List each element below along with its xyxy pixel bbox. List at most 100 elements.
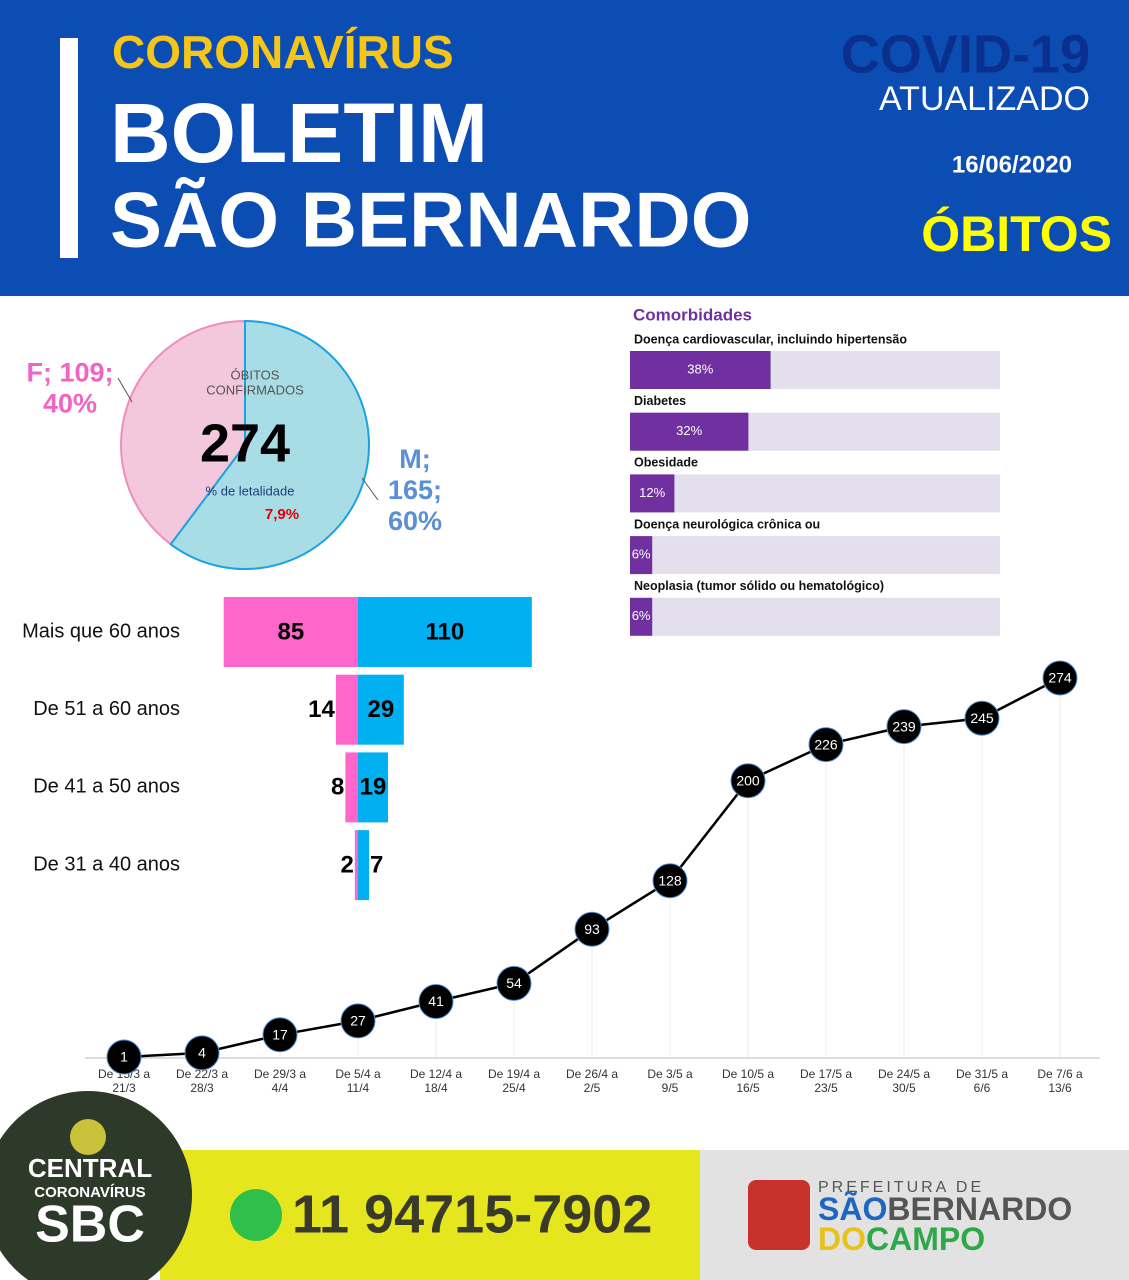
city: DO [818, 1221, 866, 1257]
logo-virus [70, 1119, 106, 1155]
badge: COVID-19 [841, 24, 1090, 84]
x-tick-label: De 3/5 a 9/5 [647, 1067, 693, 1095]
badge: ATUALIZADO [879, 80, 1090, 118]
marker [886, 709, 922, 745]
x-tick-label: De 26/4 a 2/5 [566, 1067, 618, 1095]
point-label: 4 [198, 1045, 206, 1061]
age-value: 14 [308, 696, 335, 723]
point-label: 54 [506, 975, 522, 991]
x-tick-label: De 10/5 a 16/5 [722, 1067, 774, 1095]
marker [808, 727, 844, 763]
pref: PREFEITURA DE [818, 1179, 984, 1196]
title: SÃO BERNARDO [110, 176, 751, 264]
pie-label: F; 109; 40% [26, 358, 113, 419]
age-label: Mais que 60 anos [22, 620, 180, 642]
comorb-bar [630, 536, 653, 575]
age-label: De 51 a 60 anos [33, 698, 180, 720]
pie-slice [120, 319, 246, 546]
comorb-bar [630, 412, 749, 451]
total: 274 [200, 413, 290, 473]
marker [496, 965, 532, 1001]
age-value: 2 [340, 851, 353, 878]
age-label: De 41 a 50 anos [33, 776, 180, 798]
city: BERNARDO [887, 1191, 1072, 1227]
point-label: 226 [814, 736, 838, 752]
comorb-value: 6% [632, 547, 651, 562]
age-value: 29 [368, 696, 395, 723]
comorb-bar [630, 474, 675, 513]
logo-text: CORONAVÍRUS [34, 1184, 145, 1201]
marker [964, 700, 1000, 736]
age-bar [358, 752, 389, 823]
age-value: 19 [360, 774, 387, 801]
age-value: 8 [331, 774, 344, 801]
comorb-track [630, 536, 1000, 575]
city: SÃOBERNARDO [818, 1191, 1072, 1227]
lethality-title: % de letalidade [206, 483, 295, 498]
comorb-value: 12% [639, 485, 665, 500]
x-tick-label: De 31/5 a 6/6 [956, 1067, 1008, 1095]
comorb-title: Comorbidades [633, 305, 752, 324]
point-label: 245 [970, 710, 994, 726]
phone[interactable]: 11 94715-7902 [292, 1184, 652, 1244]
comorb-label: Doença neurológica crônica ou [634, 517, 820, 531]
point-label: 93 [584, 921, 600, 937]
comorb-bar [630, 351, 771, 389]
age-bar [358, 830, 370, 901]
x-tick-label: De 5/4 a 11/4 [335, 1067, 381, 1095]
marker [730, 763, 766, 799]
age-bar [223, 597, 358, 667]
marker [106, 1039, 142, 1075]
center-title: ÓBITOS CONFIRMADOS [206, 368, 304, 398]
age-bar [345, 752, 358, 823]
lethality: 7,9% [265, 506, 299, 523]
pie-label: M; 165; 60% [388, 444, 442, 536]
marker [262, 1017, 298, 1053]
age-bar [358, 597, 532, 667]
coat-of-arms [748, 1180, 810, 1250]
x-tick-label: De 29/3 a 4/4 [254, 1067, 306, 1095]
marker [1042, 660, 1078, 696]
age-bar [354, 830, 358, 901]
age-value: 85 [277, 618, 304, 645]
city: DOCAMPO [818, 1221, 985, 1257]
comorb-label: Neoplasia (tumor sólido ou hematológico) [634, 579, 884, 593]
age-bar [335, 674, 358, 745]
x-tick-label: De 19/4 a 25/4 [488, 1067, 540, 1095]
age-value: 7 [370, 851, 383, 878]
logo-circle [0, 1091, 192, 1280]
city: CAMPO [866, 1221, 985, 1257]
header-bg [0, 0, 1129, 296]
marker [652, 863, 688, 899]
point-label: 128 [658, 872, 682, 888]
point-label: 1 [120, 1049, 128, 1065]
leader [117, 377, 133, 403]
point-label: 200 [736, 772, 760, 788]
comorb-label: Doença cardiovascular, incluindo hiperte… [634, 332, 907, 346]
whatsapp-icon[interactable] [230, 1189, 282, 1241]
comorb-label: Obesidade [634, 456, 698, 470]
x-tick-label: De 7/6 a 13/6 [1037, 1067, 1083, 1095]
age-bar [358, 674, 404, 745]
comorb-label: Diabetes [634, 394, 686, 408]
comorb-value: 32% [676, 423, 702, 438]
x-tick-label: De 24/5 a 30/5 [878, 1067, 930, 1095]
point-label: 27 [350, 1013, 366, 1029]
age-value: 110 [426, 618, 465, 645]
x-tick-label: De 12/4 a 18/4 [410, 1067, 462, 1095]
city: SÃO [818, 1191, 887, 1227]
point-label: 274 [1048, 670, 1072, 686]
comorb-track [630, 597, 1000, 636]
leader [361, 477, 379, 501]
comorb-track [630, 474, 1000, 513]
marker [418, 983, 454, 1019]
date: 16/06/2020 [952, 151, 1072, 178]
comorb-value: 6% [632, 608, 651, 623]
marker [340, 1003, 376, 1039]
comorb-bar [630, 597, 653, 636]
marker [574, 911, 610, 947]
kicker: CORONAVÍRUS [112, 26, 454, 78]
marker [184, 1035, 220, 1071]
